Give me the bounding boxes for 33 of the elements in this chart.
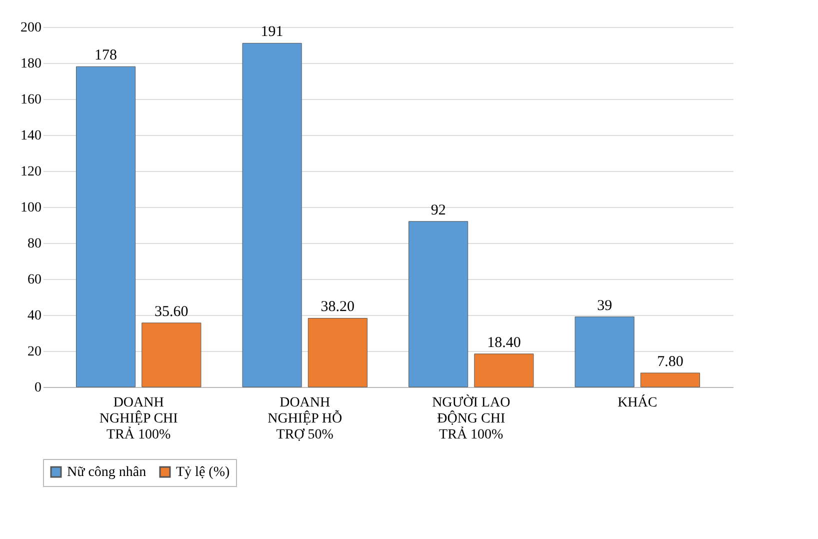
data-label: 18.40 <box>487 334 521 351</box>
data-label: 191 <box>260 24 284 40</box>
bar <box>308 318 368 388</box>
x-tick-label: KHÁC <box>618 394 658 410</box>
x-tick-label: DOANH NGHIỆP CHI TRẢ 100% <box>99 396 178 442</box>
y-tick-label: 0 <box>34 380 42 396</box>
y-tick-label: 160 <box>20 92 42 108</box>
bar <box>574 316 634 388</box>
bar <box>474 354 534 388</box>
y-tick-label: 100 <box>20 200 42 216</box>
legend-label: Nữ công nhân <box>67 465 146 480</box>
y-tick-label: 140 <box>20 128 42 144</box>
data-label: 92 <box>430 202 446 218</box>
legend-label: Tỷ lệ (%) <box>176 465 230 480</box>
y-tick-label: 200 <box>20 20 42 36</box>
data-label: 39 <box>597 298 612 314</box>
y-tick-label: 120 <box>20 164 42 180</box>
bar <box>640 372 700 388</box>
y-tick-label: 180 <box>20 56 42 72</box>
bar <box>76 66 136 388</box>
y-tick-label: 80 <box>28 236 42 252</box>
data-label: 38.20 <box>320 299 355 316</box>
bar <box>408 221 468 388</box>
y-tick-label: 40 <box>28 308 42 324</box>
data-label: 178 <box>94 48 118 64</box>
x-tick-label: DOANH NGHIỆP HỖ TRỢ 50% <box>268 396 342 442</box>
y-tick-label: 20 <box>28 344 42 360</box>
data-label: 35.60 <box>154 304 188 320</box>
x-tick-label: NGƯỜI LAO ĐỘNG CHI TRẢ 100% <box>432 394 510 442</box>
bar <box>142 322 202 388</box>
bar <box>242 42 302 388</box>
data-label: 7.80 <box>657 354 684 370</box>
y-tick-label: 60 <box>28 272 42 288</box>
